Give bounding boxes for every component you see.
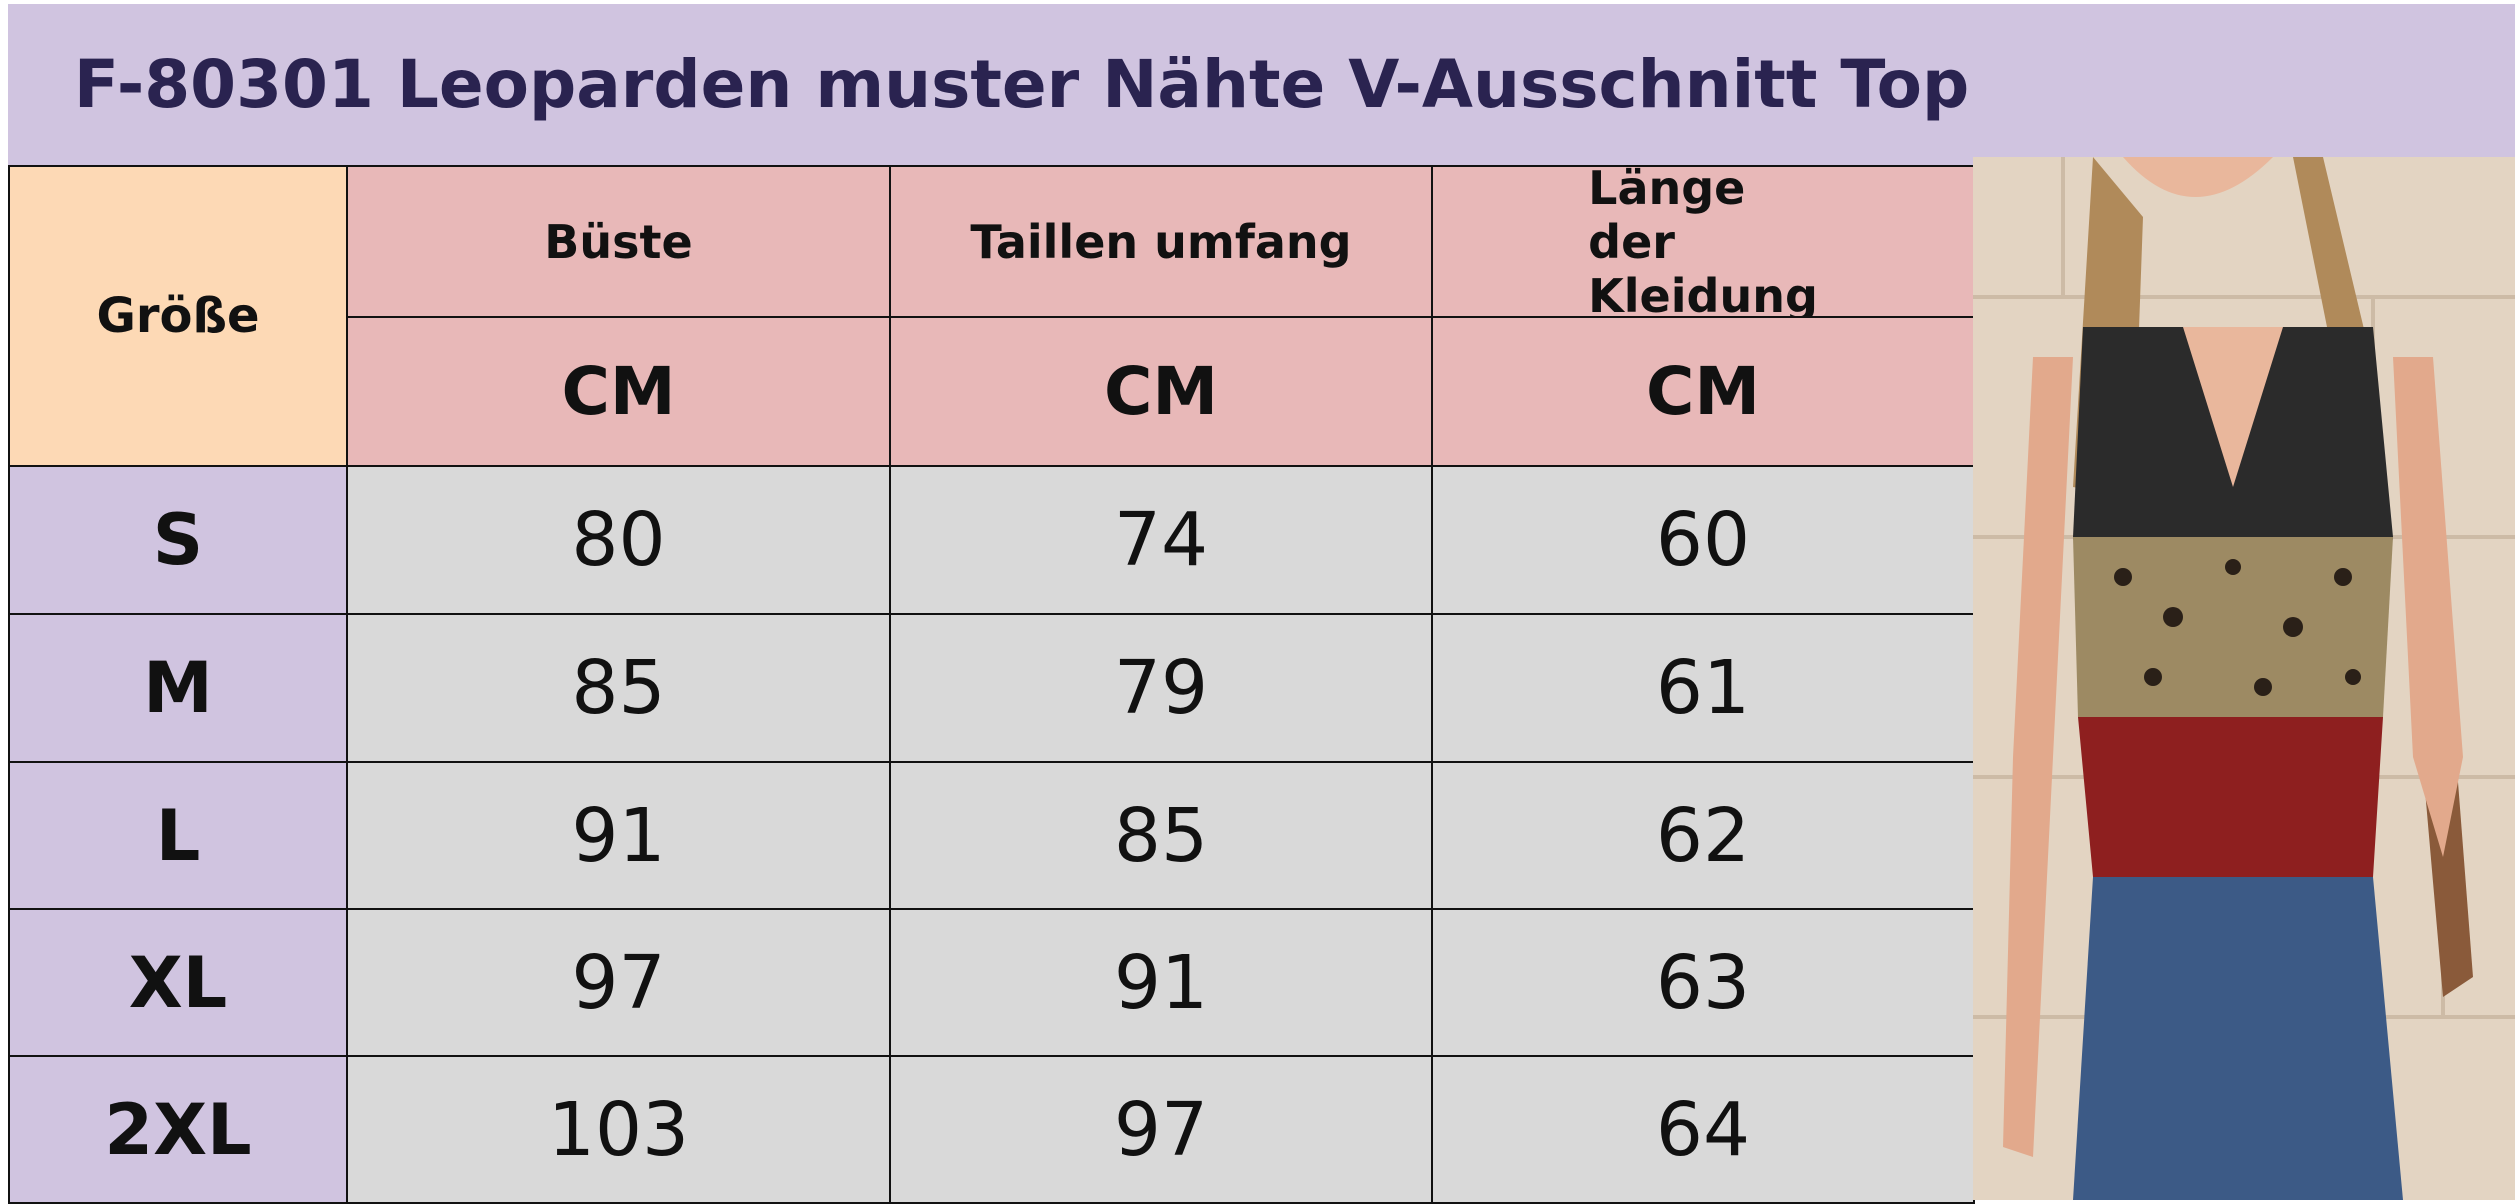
size-label: XL <box>8 908 348 1057</box>
measurement: 61 <box>1431 613 1975 763</box>
measurement: 74 <box>889 465 1433 615</box>
size-label: S <box>8 465 348 615</box>
measurement: 85 <box>346 613 891 763</box>
measurement: 97 <box>889 1055 1433 1204</box>
measurement: 103 <box>346 1055 891 1204</box>
unit-label: CM <box>1431 316 1975 467</box>
product-photo <box>1973 157 2515 1200</box>
measurement: 80 <box>346 465 891 615</box>
measurement: 60 <box>1431 465 1975 615</box>
measurement: 91 <box>346 761 891 910</box>
measurement: 64 <box>1431 1055 1975 1204</box>
size-label: L <box>8 761 348 910</box>
measurement: 79 <box>889 613 1433 763</box>
column-header: Länge der Kleidung <box>1431 161 1975 323</box>
measurement: 63 <box>1431 908 1975 1057</box>
measurement: 97 <box>346 908 891 1057</box>
title-band: F-80301 Leoparden muster Nähte V-Ausschn… <box>8 4 2515 165</box>
unit-label: CM <box>346 316 891 467</box>
size-label: M <box>8 613 348 763</box>
size-label: 2XL <box>8 1055 348 1204</box>
size-header: Größe <box>8 165 348 467</box>
measurement: 85 <box>889 761 1433 910</box>
column-header: Büste <box>346 165 891 318</box>
measurement: 91 <box>889 908 1433 1057</box>
measurement: 62 <box>1431 761 1975 910</box>
unit-label: CM <box>889 316 1433 467</box>
title: F-80301 Leoparden muster Nähte V-Ausschn… <box>73 46 1970 123</box>
column-header: Taillen umfang <box>889 165 1433 318</box>
